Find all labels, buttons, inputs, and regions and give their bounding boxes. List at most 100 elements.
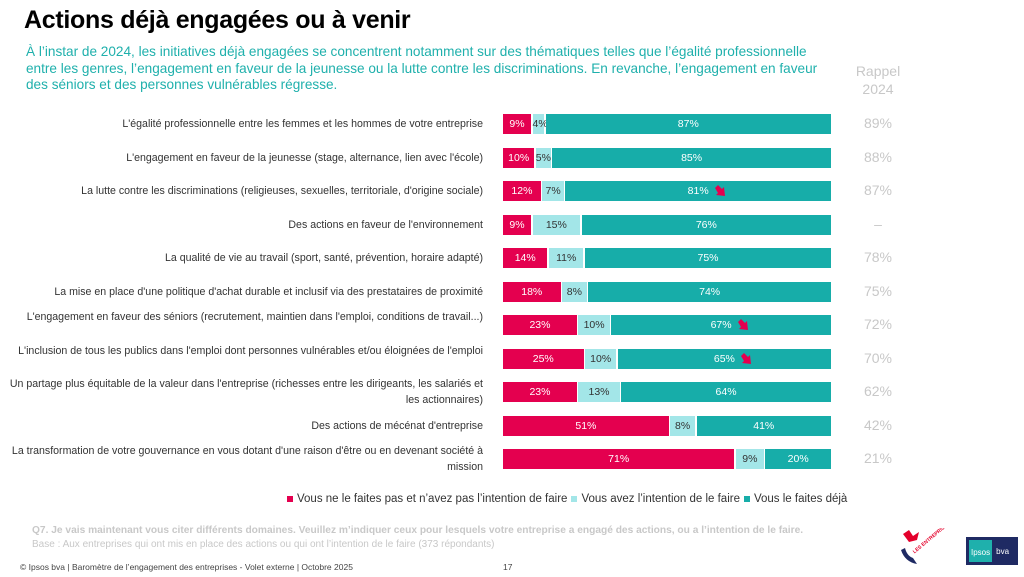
category-label: La transformation de votre gouvernance e… [11,445,483,473]
legend-label-already: Vous le faites déjà [753,493,848,505]
data-label: 75% [697,252,719,264]
bar-segment-intend: 5% [535,147,551,168]
data-label: 11% [556,252,577,264]
engagent-logo-text: LES ENTREPRISES S'ENGAGENT [912,528,945,555]
page-number: 17 [503,562,513,572]
stacked-bar: 23% 10% 67% [503,315,831,335]
data-label: 4% [532,118,548,130]
legend-label-not-doing: Vous ne le faites pas et n’avez pas l’in… [297,493,568,505]
data-label: 13% [588,386,610,398]
stacked-bar: 51% 8% 41% [503,415,831,436]
bar-segment-intend: 8% [670,415,695,436]
data-label: 51% [575,419,597,432]
legend-label-intend: Vous avez l’intention de le faire [581,493,740,505]
bar-segment-already: 65% [617,348,831,369]
category-label: Des actions de mécénat d'entreprise [311,419,483,432]
rappel-2024-value: 89% [863,115,893,131]
footer-copyright: © Ipsos bva | Baromètre de l’engagement … [20,562,353,572]
data-label: 10% [583,319,605,331]
data-label: 9% [509,218,525,231]
bar-segment-not-doing: 18% [503,281,561,302]
category-label: L'engagement en faveur des séniors (recr… [26,311,483,323]
data-label: 10% [508,151,530,164]
question-note: Q7. Je vais maintenant vous citer différ… [32,525,804,536]
data-label: 20% [787,453,809,465]
data-label: 23% [529,386,551,398]
decrease-arrow-icon [715,185,726,196]
bar-segment-not-doing: 14% [503,248,548,268]
bar-segment-already: 75% [585,248,831,268]
bar-segment-already: 87% [545,114,831,134]
bar-segment-already: 20% [765,449,831,469]
data-label: 12% [511,185,533,197]
ipsos-bva-logo: Ipsos bva [966,537,1018,565]
bar-segment-already: 81% [565,181,831,201]
chart-legend: Vous ne le faites pas et n’avez pas l’in… [287,493,847,505]
category-label: L'inclusion de tous les publics dans l'e… [18,344,483,357]
stacked-bar: 25% 10% 65% [503,348,831,369]
rappel-2024-value: 42% [863,416,893,433]
data-label: 81% [687,185,709,197]
category-label: La mise en place d'une politique d'achat… [54,285,483,298]
bar-segment-already: 41% [696,415,831,436]
rappel-2024-value: 72% [863,316,893,332]
bar-segment-already: 74% [588,281,831,302]
stacked-bar: 9% 4% 87% [503,114,831,134]
data-label: 18% [521,285,543,298]
decrease-arrow-icon [741,352,752,364]
bar-segment-intend: 15% [532,214,581,235]
bar-segment-already: 67% [611,315,831,335]
bar-segment-not-doing: 9% [503,214,532,235]
data-label: 41% [753,419,775,432]
category-label: L'engagement en faveur de la jeunesse (s… [126,151,483,164]
rappel-2024-value: – [874,215,882,232]
data-label: 74% [699,285,721,298]
bar-segment-not-doing: 71% [503,449,735,469]
decrease-arrow-icon [738,319,749,330]
stacked-bar: 18% 8% 74% [503,281,831,302]
bar-segment-intend: 10% [585,348,617,369]
stacked-bar: 12% 7% 81% [503,181,831,201]
bar-segment-not-doing: 23% [503,315,577,335]
data-label: 23% [529,319,551,331]
stacked-bar: 10% 5% 85% [503,147,831,168]
data-label: 7% [545,185,561,197]
bar-segment-already: 64% [621,382,831,402]
bar-segment-intend: 8% [562,281,587,302]
bar-segment-not-doing: 51% [503,415,669,436]
bar-segment-not-doing: 23% [503,382,577,402]
bar-segment-not-doing: 12% [503,181,541,201]
rappel-2024-value: 70% [863,349,893,366]
rappel-2024-value: 87% [863,182,893,198]
rappel-2024-value: 75% [863,282,893,299]
ipsos-logo-text: Ipsos [969,540,993,562]
legend-item-intend: Vous avez l’intention de le faire [571,493,740,505]
rappel-2024-value: 21% [863,450,893,466]
legend-swatch-already [743,496,750,502]
data-label: 8% [566,285,582,298]
data-label: 9% [509,118,525,130]
data-label: 8% [675,419,691,432]
rappel-2024-value: 62% [863,383,893,399]
stacked-bar: 71% 9% 20% [503,449,831,469]
base-note: Base : Aux entreprises qui ont mis en pl… [32,539,495,550]
bar-segment-not-doing: 25% [503,348,584,369]
stacked-bar: 9% 15% 76% [503,214,831,235]
legend-item-not-doing: Vous ne le faites pas et n’avez pas l’in… [287,493,567,505]
stacked-bar: 23% 13% 64% [503,382,831,402]
rappel-header: Rappel 2024 [838,62,918,98]
bar-segment-not-doing: 10% [503,147,535,168]
bar-segment-intend: 7% [542,181,564,201]
category-label: La qualité de vie au travail (sport, san… [164,252,483,264]
page-subtitle: À l’instar de 2024, les initiatives déjà… [26,44,818,92]
category-label: Des actions en faveur de l'environnement [288,218,483,231]
bar-segment-already: 85% [552,147,831,168]
bar-segment-intend: 4% [532,114,548,134]
category-label: L'égalité professionnelle entre les femm… [122,118,483,130]
data-label: 25% [532,352,554,365]
rappel-2024-value: 88% [863,148,893,165]
category-label: La lutte contre les discriminations (rel… [81,185,483,197]
bva-logo-text: bva [996,546,1010,556]
data-label: 71% [608,453,630,465]
bar-segment-intend: 10% [578,315,610,335]
